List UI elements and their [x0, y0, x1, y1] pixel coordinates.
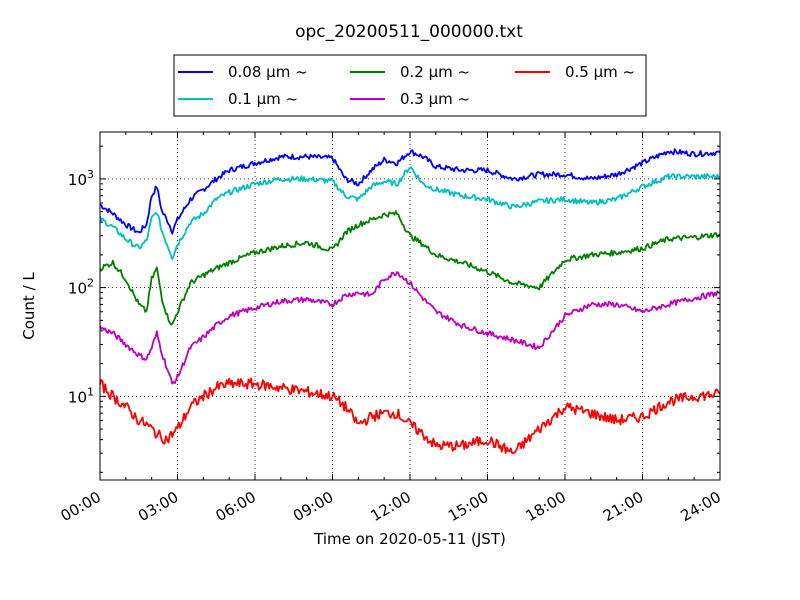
series-line-3: [99, 210, 721, 326]
legend-label-2: 0.1 μm ~: [228, 90, 298, 108]
legend-label-3: 0.2 μm ~: [400, 63, 470, 81]
chart-title: opc_20200511_000000.txt: [295, 22, 523, 42]
x-tick-label: 15:00: [445, 488, 491, 525]
series-layer: [99, 148, 721, 455]
legend-box: [173, 54, 647, 117]
x-tick-label: 00:00: [58, 488, 104, 525]
x-tick-label: 12:00: [368, 488, 414, 525]
series-line-5: [99, 377, 721, 455]
x-tick-label: 03:00: [135, 488, 181, 525]
y-tick-label: 103: [68, 168, 94, 189]
legend: 0.08 μm ~ 0.1 μm ~ 0.2 μm ~ 0.3 μm ~ 0.5 μm …: [173, 54, 647, 117]
y-tick-label: 102: [68, 277, 94, 298]
x-axis-label: Time on 2020-05-11 (JST): [313, 530, 506, 548]
legend-label-1: 0.08 μm ~: [228, 63, 308, 81]
x-tick-label: 21:00: [600, 488, 646, 525]
y-axis-label: Count / L: [20, 272, 38, 340]
x-tick-label: 24:00: [678, 488, 724, 525]
series-line-2: [99, 166, 721, 261]
legend-label-4: 0.3 μm ~: [400, 90, 470, 108]
legend-items: 0.08 μm ~ 0.1 μm ~ 0.2 μm ~ 0.3 μm ~ 0.5 μm …: [178, 63, 635, 108]
series-line-1: [99, 148, 721, 235]
legend-label-5: 0.5 μm ~: [565, 63, 635, 81]
y-tick-labels: 101 102 103: [68, 168, 94, 406]
grid-lines: [100, 132, 720, 480]
y-tick-label: 101: [68, 385, 94, 406]
plot-area-frame: [99, 131, 721, 481]
x-tick-labels: 00:00 03:00 06:00 09:00 12:00 15:00 18:00 21:00…: [58, 488, 724, 525]
x-tick-label: 09:00: [290, 488, 336, 525]
x-tick-label: 18:00: [523, 488, 569, 525]
series-line-4: [99, 270, 720, 385]
x-tick-label: 06:00: [213, 488, 259, 525]
